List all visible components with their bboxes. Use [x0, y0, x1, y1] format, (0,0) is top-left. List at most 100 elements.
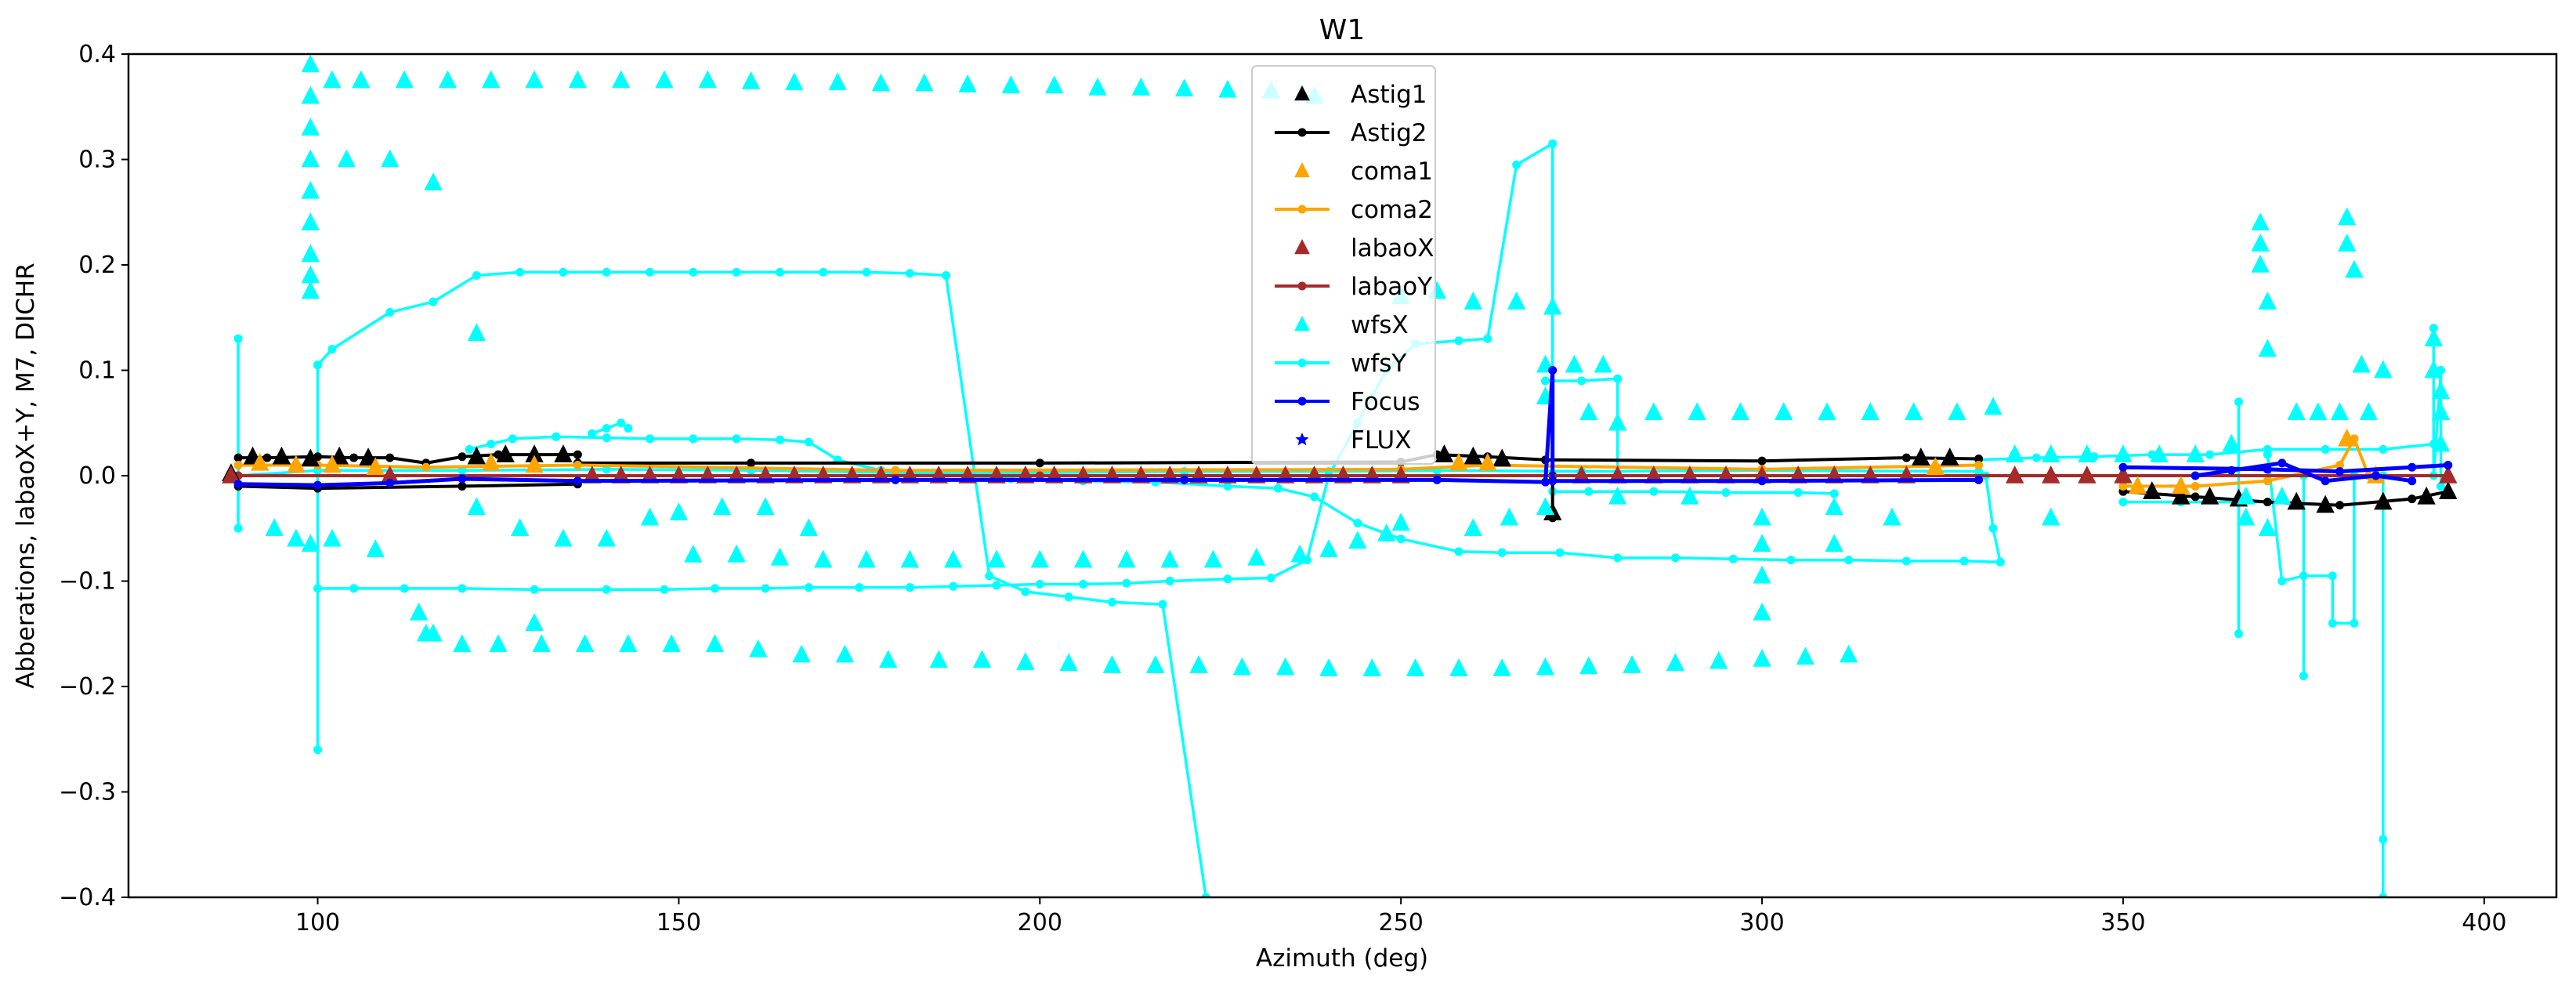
legend-label: wfsX [1351, 311, 1409, 339]
x-tick-label: 200 [1018, 909, 1062, 936]
wfsY-point [1353, 519, 1362, 528]
wfsX-point [1861, 402, 1880, 421]
wfsY-point [732, 434, 741, 444]
Focus-point [2444, 461, 2453, 470]
wfsX-point [1463, 518, 1483, 536]
Astig2-point [458, 452, 467, 462]
wfsX-point [2251, 234, 2270, 252]
wfsX-point [1088, 78, 1107, 96]
wfsX-point [409, 602, 429, 621]
labaoX-point [1572, 466, 1591, 484]
Astig2-point [1901, 453, 1911, 462]
wfsY-point [1122, 578, 1131, 588]
legend-item-labaoX: labaoX [1294, 234, 1435, 263]
wfsX-point [972, 650, 992, 668]
wfsX-point [1247, 547, 1266, 566]
Focus-point [2372, 471, 2381, 480]
wfsX-point [1688, 402, 1706, 421]
wfsX-point [669, 502, 689, 520]
legend-item-Astig1: Astig1 [1294, 81, 1427, 109]
legend-star-icon [1295, 433, 1309, 446]
labaoX-point [2005, 466, 2024, 484]
wfsX-point [366, 539, 385, 557]
Astig1-point [272, 446, 291, 465]
wfsY-point [2321, 444, 2330, 454]
wfsY-point [624, 423, 633, 433]
wfsX-point [1825, 497, 1843, 516]
wfsY-point [1512, 160, 1521, 169]
Focus-point [1757, 476, 1767, 486]
wfsX-point [1507, 292, 1526, 310]
Astig2-point [385, 453, 395, 462]
coma1-point [1926, 457, 1945, 475]
wfsX-point [1160, 549, 1179, 568]
wfsX-point [1001, 75, 1021, 94]
wfsX-point [2352, 354, 2371, 373]
Astig1-point [359, 447, 378, 466]
wfsY-point [1064, 592, 1073, 602]
wfsX-point [785, 72, 804, 91]
wfsX-point [1623, 655, 1641, 673]
wfsY-point [2205, 450, 2215, 459]
wfsX-point [323, 70, 342, 89]
wfsX-point [2309, 402, 2328, 421]
wfsX-point [814, 549, 833, 568]
wfsX-point [2186, 444, 2205, 462]
Focus-point [2278, 458, 2287, 468]
wfsX-point [1319, 658, 1338, 676]
wfsY-point [2350, 618, 2359, 628]
Astig1-point [1435, 444, 1454, 462]
wfsX-point [482, 70, 501, 89]
wfsX-point [2431, 381, 2451, 400]
legend-triangle-icon [1294, 85, 1310, 101]
wfsX-point [943, 549, 963, 568]
wfsY-point [1555, 548, 1565, 557]
wfsY-point [400, 584, 409, 593]
wfsX-point [1016, 652, 1035, 670]
coma2-point [2118, 481, 2128, 491]
wfsX-point [1275, 657, 1295, 676]
wfsX-point [1984, 397, 2003, 415]
wfsX-point [337, 149, 356, 168]
wfsX-point [655, 70, 674, 89]
legend-dot-icon [1297, 128, 1307, 137]
wfsX-point [749, 639, 768, 658]
wfsX-point [741, 71, 761, 89]
Focus-point [1432, 475, 1442, 484]
legend-triangle-icon [1294, 162, 1310, 178]
x-tick-label: 400 [2462, 909, 2506, 936]
wfsY-point [2328, 618, 2337, 628]
coma1-point [525, 455, 544, 473]
wfsX-point [662, 634, 681, 652]
wfsX-point [1463, 292, 1483, 310]
legend-label: Astig2 [1351, 119, 1427, 147]
series-wfsX [265, 54, 2451, 676]
wfsY-point [819, 267, 828, 277]
wfsY-point [1497, 548, 1507, 557]
wfsY-point [2118, 498, 2128, 507]
wfsY-point [313, 360, 323, 370]
Astig2-point [2335, 501, 2344, 510]
wfsX-point [1818, 402, 1836, 421]
y-axis-label: Abberations, labaoX+Y, M7, DICHR [12, 263, 40, 688]
y-tick-label: −0.1 [59, 568, 116, 596]
wfsX-point [2431, 433, 2451, 452]
wfsX-point [301, 281, 320, 299]
wfsX-point [575, 634, 595, 652]
wfsX-point [727, 544, 746, 563]
legend-label: Focus [1351, 388, 1420, 416]
wfsY-point [2234, 629, 2243, 639]
series-Astig1 [222, 444, 2458, 520]
wfsY-point [775, 267, 784, 277]
legend-label: wfsY [1351, 350, 1406, 378]
wfsX-point [1753, 649, 1771, 667]
wfsY-point [2429, 324, 2438, 333]
wfsX-point [2258, 339, 2277, 357]
Astig2-point [2191, 492, 2200, 502]
wfsY-point [429, 297, 438, 306]
wfsY-point [1901, 556, 1911, 566]
wfsX-point [467, 497, 486, 516]
wfsX-point [395, 70, 414, 89]
wfsX-point [1102, 655, 1122, 673]
